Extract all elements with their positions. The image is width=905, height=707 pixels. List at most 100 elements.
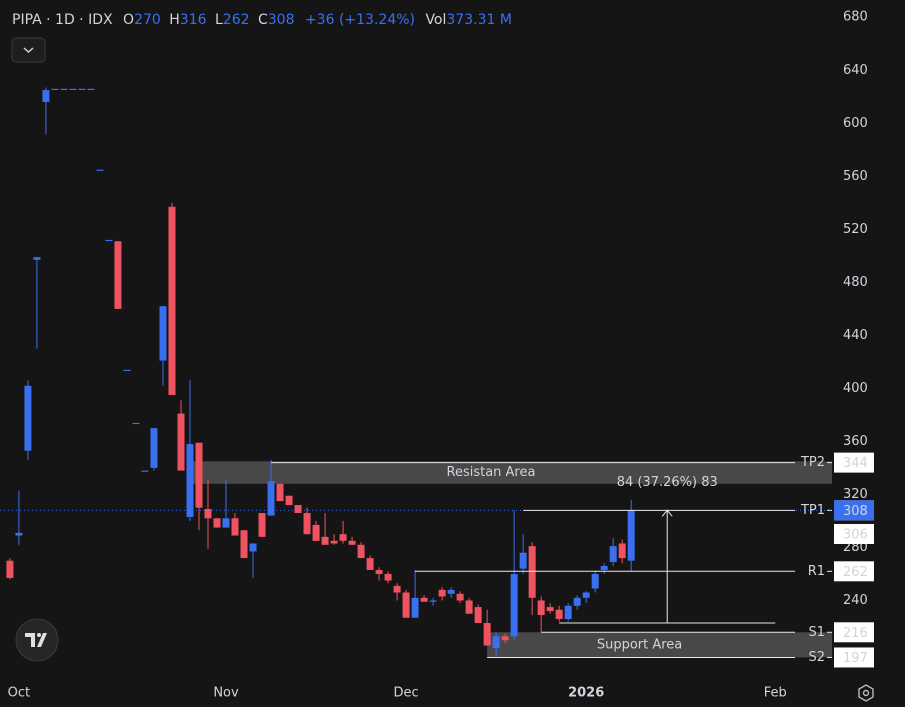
open-label: O [123,12,134,28]
candle-body [492,636,500,649]
candle-body [528,546,536,598]
candle-body [294,505,302,513]
price-tag: 216 [843,626,868,641]
candle-body [150,428,158,468]
candle-body [384,573,392,581]
high-label: H [169,12,180,28]
candle-body [420,597,428,602]
candle-body [600,566,608,570]
candle-body [456,593,464,601]
candle-body [609,546,617,563]
candle-body [177,413,185,471]
candle-body [105,239,113,242]
price-tag-bg [834,452,874,473]
x-tick-label: Dec [394,686,419,701]
change: +36 (+13.24%) [305,12,415,28]
settings-button[interactable] [858,684,874,702]
candle-body [96,169,104,171]
open-value: 270 [134,12,161,28]
candle-body [141,470,149,472]
candle-body [6,560,14,578]
candle-body [303,512,311,535]
candle-body [204,509,212,519]
measure-label: 84 (37.26%) 83 [617,475,718,490]
level-label: S2 [808,650,825,665]
collapse-button[interactable] [11,37,46,63]
candle-body [195,442,203,508]
y-tick-label: 440 [843,328,868,343]
x-tick-label: Oct [8,686,30,701]
candle-body [582,592,590,598]
close-label: C [258,12,268,28]
candle-body [258,512,266,537]
candle-body [312,524,320,541]
candle-body [510,573,518,637]
candle-body [51,88,59,91]
price-tag: 262 [843,565,868,580]
candle-body [501,636,509,641]
candle-body [330,540,338,544]
candle-body [573,597,581,606]
high-value: 316 [180,12,207,28]
candle-body [555,609,563,620]
candle-body [447,589,455,594]
close-value: 308 [268,12,295,28]
candle-body [123,369,131,372]
tradingview-logo[interactable] [15,618,59,662]
logo-bg[interactable] [15,618,59,662]
candle-body [564,605,572,620]
settings-dot[interactable] [862,689,870,697]
x-tick-label: 2026 [568,686,604,701]
candle-body [339,534,347,541]
candle-body [402,592,410,618]
level-label: TP1 [800,503,825,518]
candle-body [159,306,167,361]
x-tick-label: Nov [213,686,239,701]
logo-dot[interactable] [37,633,41,637]
y-tick-label: 600 [843,116,868,131]
candle-body [618,543,626,559]
candle-body [519,552,527,569]
candle-body [222,518,230,528]
volume-value: 373.31 M [446,12,512,28]
price-tag-bg [834,622,874,643]
candle-body [249,543,257,552]
candle-body [537,600,545,616]
symbol: PIPA · 1D · IDX [12,12,113,28]
candle-body [87,88,95,91]
price-tag: 344 [843,456,868,471]
prev-price-tag: 306 [843,527,868,542]
candle-body [186,444,194,517]
candle-body [411,597,419,618]
candle-body [546,607,554,612]
zone [189,461,833,484]
candle-body [24,385,32,451]
candle-body [591,573,599,589]
candle-body [78,88,86,91]
candle-body [231,518,239,536]
candle-body [474,607,482,624]
candle-body [60,88,68,91]
price-tag-bg [834,647,874,668]
level-label: S1 [808,625,825,640]
candle-body [132,422,140,425]
y-tick-label: 520 [843,222,868,237]
candle-body [393,585,401,593]
candle-body [213,518,221,528]
candle-body [15,532,23,536]
price-tag-bg [834,561,874,582]
header: PIPA · 1D · IDX O270 H316 L262 C308 +36 … [11,12,512,63]
settings-icon[interactable] [858,684,874,702]
logo-mark[interactable] [25,633,47,647]
y-tick-label: 320 [843,487,868,502]
low-value: 262 [223,12,250,28]
candle-body [438,589,446,597]
level-label: R1 [808,564,825,579]
candle-body [42,90,50,103]
chevron-icon[interactable] [23,47,34,54]
y-tick-label: 240 [843,593,868,608]
y-tick-label: 400 [843,381,868,396]
collapse-button-bg[interactable] [11,37,46,63]
